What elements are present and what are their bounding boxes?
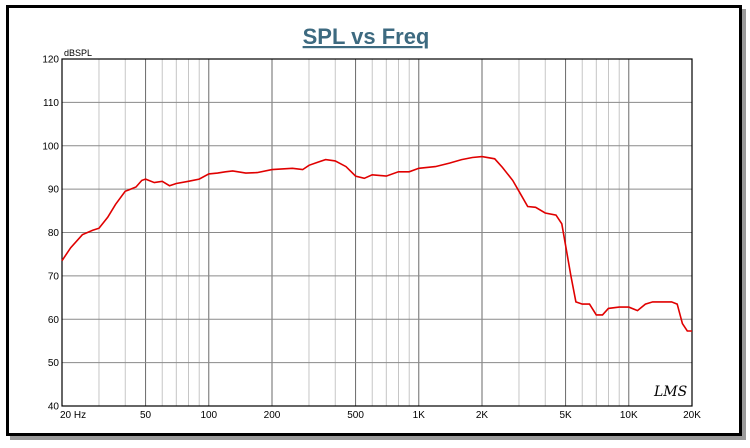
y-tick-label: 80	[48, 228, 60, 239]
y-tick-label: 40	[48, 402, 60, 413]
y-tick-label: 110	[43, 98, 59, 109]
y-tick-label: 120	[42, 55, 59, 66]
series-line	[61, 155, 692, 332]
y-tick-labels: 40 50 60 70 80 90 100 110 120	[42, 55, 59, 413]
y-axis-label: dBSPL	[64, 48, 92, 58]
x-tick-label: 20 Hz	[60, 410, 86, 421]
plot-border	[61, 58, 693, 407]
chart-title: SPL vs Freq	[303, 24, 430, 49]
y-tick-label: 70	[48, 271, 60, 282]
x-tick-label: 50	[140, 410, 152, 421]
x-tick-label: 2K	[476, 410, 489, 421]
y-tick-label: 100	[42, 141, 59, 152]
x-tick-label: 10K	[620, 410, 638, 421]
y-tick-label: 90	[48, 185, 60, 196]
x-tick-label: 500	[347, 410, 364, 421]
y-tick-label: 50	[48, 358, 60, 369]
x-tick-labels: 20 Hz 50 100 200 500 1K 2K 5K 10K 20K	[60, 410, 701, 421]
x-tick-label: 1K	[413, 410, 426, 421]
x-tick-label: 20K	[683, 410, 701, 421]
y-tick-label: 60	[48, 315, 60, 326]
x-tick-label: 200	[264, 410, 281, 421]
x-tick-label: 5K	[559, 410, 572, 421]
signature: LMS	[653, 384, 687, 400]
grid-major	[61, 59, 693, 406]
spl-chart: SPL vs Freq dBSPL 405060708090100110120 …	[42, 24, 701, 421]
chart-frame: SPL vs Freq dBSPL 40 50 60 70 80 90 100 110 120 …	[6, 5, 742, 436]
x-tick-label: 100	[200, 410, 217, 421]
